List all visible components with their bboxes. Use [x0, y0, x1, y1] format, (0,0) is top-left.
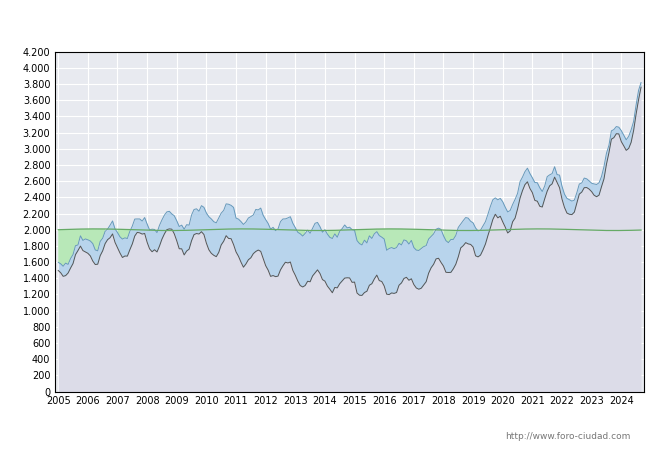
Text: Antas - Evolucion de la poblacion en edad de Trabajar Septiembre de 2024: Antas - Evolucion de la poblacion en eda…: [90, 17, 560, 30]
Text: http://www.foro-ciudad.com: http://www.foro-ciudad.com: [505, 432, 630, 441]
